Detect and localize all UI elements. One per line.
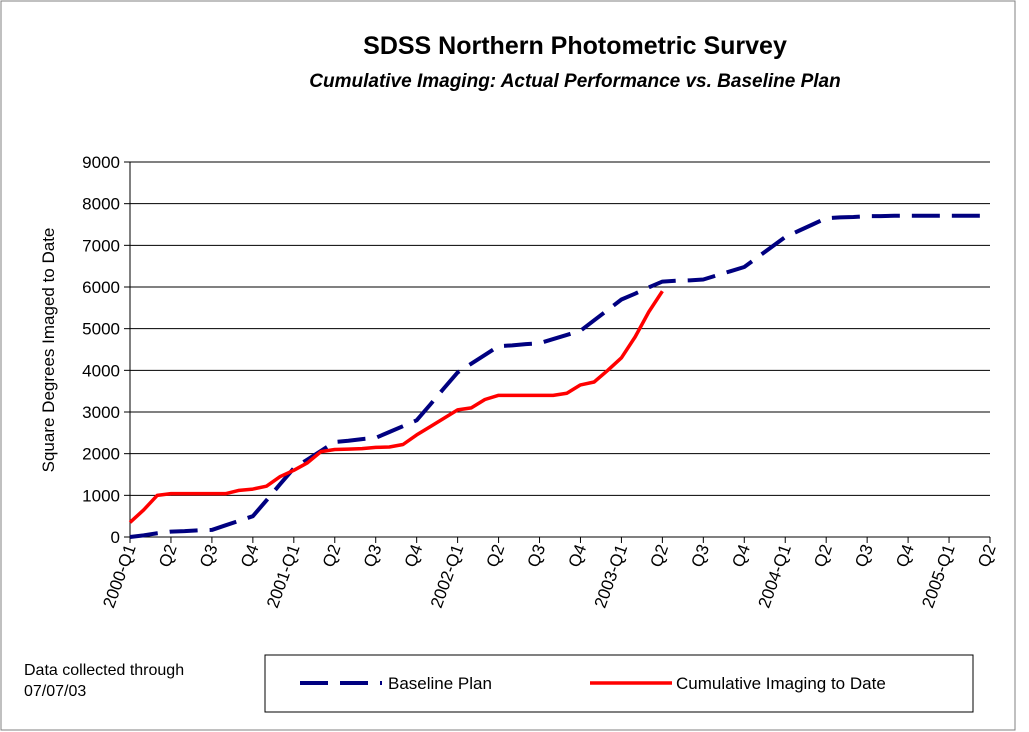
series-line	[129, 213, 990, 539]
x-tick-label: Q4	[565, 542, 591, 570]
x-tick-label: Q3	[360, 542, 386, 570]
y-tick-label: 7000	[82, 236, 120, 255]
x-tick-label: Q4	[401, 542, 427, 570]
y-tick-label: 6000	[82, 278, 120, 297]
chart-subtitle: Cumulative Imaging: Actual Performance v…	[309, 71, 840, 92]
y-tick-label: 4000	[82, 361, 120, 380]
x-tick-label: Q3	[851, 542, 877, 570]
x-tick-label: Q2	[810, 542, 836, 570]
x-tick-label: 2004-Q1	[755, 542, 795, 611]
y-tick-label: 9000	[82, 153, 120, 172]
y-tick-label: 5000	[82, 320, 120, 339]
y-tick-label: 0	[111, 528, 120, 547]
x-tick-label: 2002-Q1	[427, 542, 467, 611]
x-tick-label: Q4	[728, 542, 754, 570]
x-tick-label: Q3	[687, 542, 713, 570]
x-tick-label: Q3	[524, 542, 550, 570]
y-axis-label: Square Degrees Imaged to Date	[39, 228, 58, 473]
x-tick-label: Q2	[974, 542, 1000, 570]
legend-label: Baseline Plan	[388, 674, 492, 693]
x-tick-label: 2005-Q1	[918, 542, 958, 611]
x-tick-label: Q2	[155, 542, 181, 570]
series-line	[128, 290, 664, 524]
x-tick-label: Q2	[647, 542, 673, 570]
note: Data collected through 07/07/03	[24, 662, 185, 700]
chart-title: SDSS Northern Photometric Survey	[363, 32, 787, 60]
legend-label: Cumulative Imaging to Date	[676, 674, 886, 693]
x-tick-label: 2001-Q1	[263, 542, 303, 611]
x-tick-label: 2000-Q1	[99, 542, 139, 611]
y-tick-label: 8000	[82, 195, 120, 214]
x-tick-label: Q2	[483, 542, 509, 570]
x-tick-label: Q4	[892, 542, 918, 570]
x-tick-label: Q3	[196, 542, 222, 570]
y-tick-label: 3000	[82, 403, 120, 422]
x-tick-label: Q4	[237, 542, 263, 570]
y-tick-label: 1000	[82, 486, 120, 505]
x-tick-label: 2003-Q1	[591, 542, 631, 611]
y-tick-label: 2000	[82, 445, 120, 464]
x-tick-label: Q2	[319, 542, 345, 570]
